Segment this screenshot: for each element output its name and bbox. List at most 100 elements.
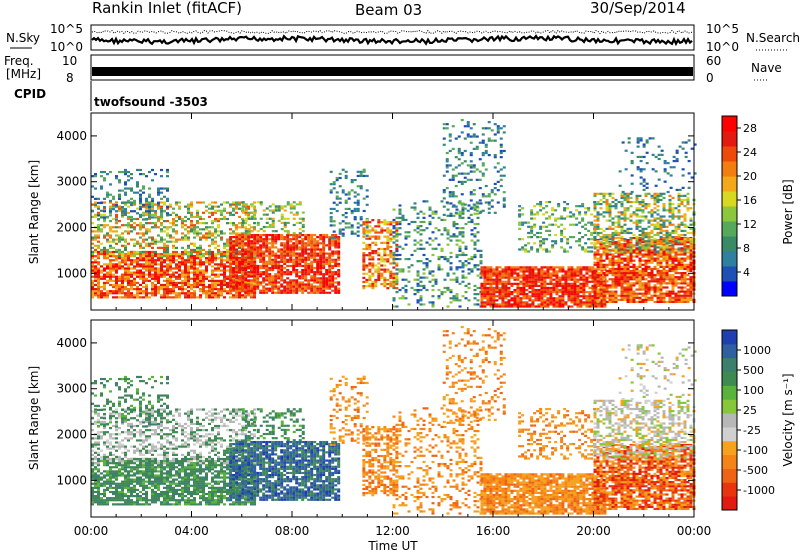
power-cell xyxy=(459,266,462,268)
power-cell xyxy=(570,268,573,270)
power-cell xyxy=(190,220,193,222)
power-cell xyxy=(420,211,423,213)
power-cell xyxy=(371,285,374,287)
power-cell xyxy=(630,297,633,299)
power-cell xyxy=(250,257,253,259)
power-cell xyxy=(118,239,121,241)
power-cell xyxy=(371,227,374,229)
power-cell xyxy=(603,295,606,297)
power-cell xyxy=(590,246,593,248)
power-cell xyxy=(521,248,524,250)
power-cell xyxy=(94,265,97,267)
power-cell xyxy=(395,221,398,223)
power-cell xyxy=(124,183,127,185)
power-cell xyxy=(468,258,471,260)
power-cell xyxy=(205,267,208,269)
power-cell xyxy=(495,305,498,307)
power-cell xyxy=(313,246,316,248)
power-cell xyxy=(118,290,121,292)
power-cell xyxy=(289,240,292,242)
power-cell xyxy=(124,261,127,263)
power-cell xyxy=(337,281,340,283)
power-cell xyxy=(522,303,525,305)
power-cell xyxy=(621,276,624,278)
power-cell xyxy=(250,267,253,269)
power-cell xyxy=(545,238,548,240)
power-cell xyxy=(319,238,322,240)
power-cell xyxy=(479,187,482,189)
power-cell xyxy=(169,257,172,259)
power-cell xyxy=(477,268,480,270)
power-cell xyxy=(217,218,220,220)
power-cell xyxy=(365,266,368,268)
power-cell xyxy=(594,264,597,266)
power-cell xyxy=(310,250,313,252)
power-cell xyxy=(256,250,259,252)
power-cell xyxy=(368,285,371,287)
power-cell xyxy=(229,253,232,255)
power-cell xyxy=(555,270,558,272)
power-cell xyxy=(175,230,178,232)
power-cell xyxy=(196,212,199,214)
power-cell xyxy=(501,285,504,287)
power-cell xyxy=(539,209,542,211)
power-cell xyxy=(263,226,266,228)
power-cell xyxy=(124,292,127,294)
power-cell xyxy=(423,254,426,256)
power-cell xyxy=(573,295,576,297)
power-cell xyxy=(389,271,392,273)
power-cell xyxy=(277,290,280,292)
power-cell xyxy=(151,200,154,202)
power-cell xyxy=(302,224,305,226)
power-cell xyxy=(280,290,283,292)
power-cell xyxy=(94,290,97,292)
power-cell xyxy=(298,246,301,248)
power-cell xyxy=(115,267,118,269)
power-cell xyxy=(438,217,441,219)
power-cell xyxy=(106,290,109,292)
power-cell xyxy=(594,251,597,253)
power-cell xyxy=(470,127,473,129)
power-cell xyxy=(253,273,256,275)
power-cell xyxy=(166,171,169,173)
power-cell xyxy=(393,231,396,233)
power-cell xyxy=(570,274,573,276)
power-cell xyxy=(495,291,498,293)
power-cell xyxy=(328,277,331,279)
power-cell xyxy=(211,278,214,280)
power-cell xyxy=(464,173,467,175)
power-cell xyxy=(342,233,345,235)
power-cell xyxy=(500,168,503,170)
power-cell xyxy=(124,278,127,280)
power-cell xyxy=(226,241,229,243)
power-cell xyxy=(494,133,497,135)
power-cell xyxy=(263,230,266,232)
power-cell xyxy=(446,187,449,189)
power-cell xyxy=(498,297,501,299)
power-cell xyxy=(500,175,503,177)
power-cell xyxy=(160,208,163,210)
power-cell xyxy=(268,281,271,283)
power-cell xyxy=(265,279,268,281)
power-cell xyxy=(501,289,504,291)
power-cell xyxy=(552,305,555,307)
power-cell xyxy=(334,263,337,265)
power-cell xyxy=(480,299,483,301)
power-cell xyxy=(157,220,160,222)
power-cell xyxy=(202,272,205,274)
power-cell xyxy=(495,277,498,279)
power-cell xyxy=(178,292,181,294)
power-cell xyxy=(181,257,184,259)
power-cell xyxy=(163,187,166,189)
power-cell xyxy=(522,293,525,295)
power-cell xyxy=(154,173,157,175)
power-cell xyxy=(112,226,115,228)
power-cell xyxy=(304,234,307,236)
power-cell xyxy=(154,214,157,216)
power-cell xyxy=(302,212,305,214)
power-cell xyxy=(462,254,465,256)
power-cell xyxy=(160,272,163,274)
power-cell xyxy=(500,138,503,140)
power-cell xyxy=(420,233,423,235)
power-cell xyxy=(558,268,561,270)
